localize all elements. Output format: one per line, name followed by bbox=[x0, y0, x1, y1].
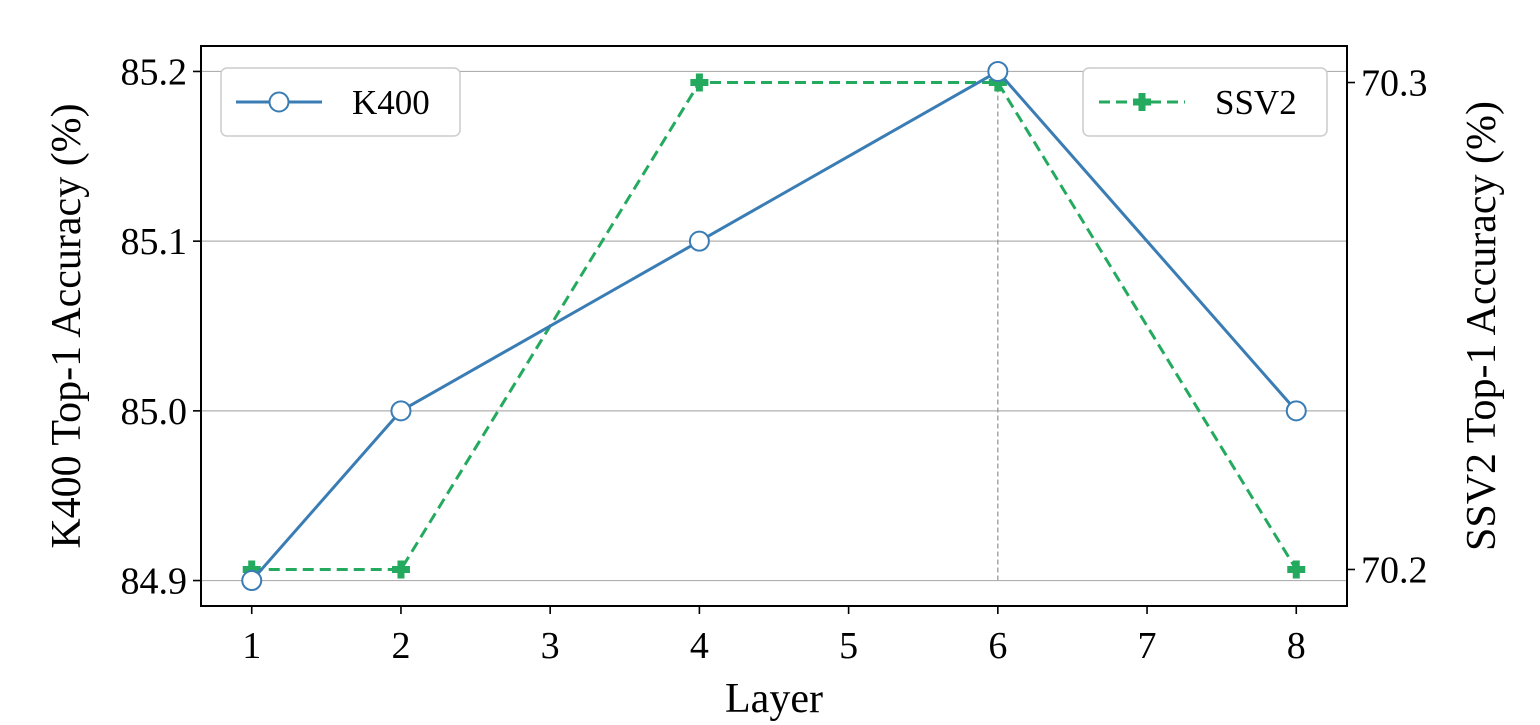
series-line-ssv2 bbox=[251, 81, 1298, 571]
point-ssv2-1 bbox=[242, 560, 261, 579]
legend-ssv2-box bbox=[1082, 67, 1328, 137]
legend-k400: K400 bbox=[220, 67, 461, 137]
left-y-tick-label-2: 85.1 bbox=[121, 221, 188, 263]
grid-lines bbox=[201, 70, 1347, 582]
x-tick-label-5: 5 bbox=[839, 625, 858, 667]
x-tick-label-4: 4 bbox=[690, 625, 709, 667]
x-tick-label-1: 1 bbox=[242, 625, 261, 667]
right-y-axis-label: SSV2 Top-1 Accuracy (%) bbox=[1459, 101, 1505, 551]
series-k400 bbox=[241, 60, 1307, 592]
point-ssv2-2 bbox=[391, 560, 410, 579]
left-y-axis-label: K400 Top-1 Accuracy (%) bbox=[44, 103, 90, 548]
x-tick-label-7: 7 bbox=[1138, 625, 1157, 667]
point-ssv2-8 bbox=[1287, 560, 1306, 579]
x-tick-label-8: 8 bbox=[1287, 625, 1306, 667]
point-k400-1 bbox=[241, 570, 263, 592]
x-tick-label-6: 6 bbox=[988, 625, 1007, 667]
right-y-axis-ticks: 70.2 70.3 bbox=[1347, 63, 1428, 591]
right-y-tick-label-0: 70.2 bbox=[1361, 549, 1428, 591]
point-ssv2-4 bbox=[690, 73, 709, 92]
series-layer bbox=[241, 60, 1307, 592]
left-y-tick-label-0: 84.9 bbox=[121, 561, 188, 603]
legend-k400-label: K400 bbox=[352, 83, 430, 122]
legend-k400-marker bbox=[268, 91, 290, 113]
x-tick-label-3: 3 bbox=[541, 625, 560, 667]
point-k400-6 bbox=[987, 60, 1009, 82]
series-line-k400 bbox=[250, 69, 1298, 582]
point-k400-8 bbox=[1285, 400, 1307, 422]
x-tick-label-2: 2 bbox=[391, 625, 410, 667]
legend-ssv2: SSV2 bbox=[1082, 67, 1328, 137]
legend-ssv2-marker bbox=[1133, 93, 1151, 111]
legend-ssv2-label: SSV2 bbox=[1215, 83, 1297, 122]
series-ssv2 bbox=[242, 73, 1306, 579]
point-k400-4 bbox=[688, 230, 710, 252]
point-ssv2-6 bbox=[988, 73, 1007, 92]
left-y-tick-label-1: 85.0 bbox=[121, 391, 188, 433]
x-axis-label: Layer bbox=[725, 676, 823, 722]
x-axis-ticks: 1 2 3 4 5 6 7 8 bbox=[242, 606, 1306, 667]
left-y-tick-label-3: 85.2 bbox=[121, 51, 188, 93]
plot-frame bbox=[200, 45, 1348, 607]
legend-k400-box bbox=[220, 67, 461, 137]
left-y-axis-ticks: 84.9 85.0 85.1 85.2 bbox=[121, 51, 201, 603]
right-y-tick-label-1: 70.3 bbox=[1361, 63, 1428, 105]
point-k400-2 bbox=[390, 400, 412, 422]
